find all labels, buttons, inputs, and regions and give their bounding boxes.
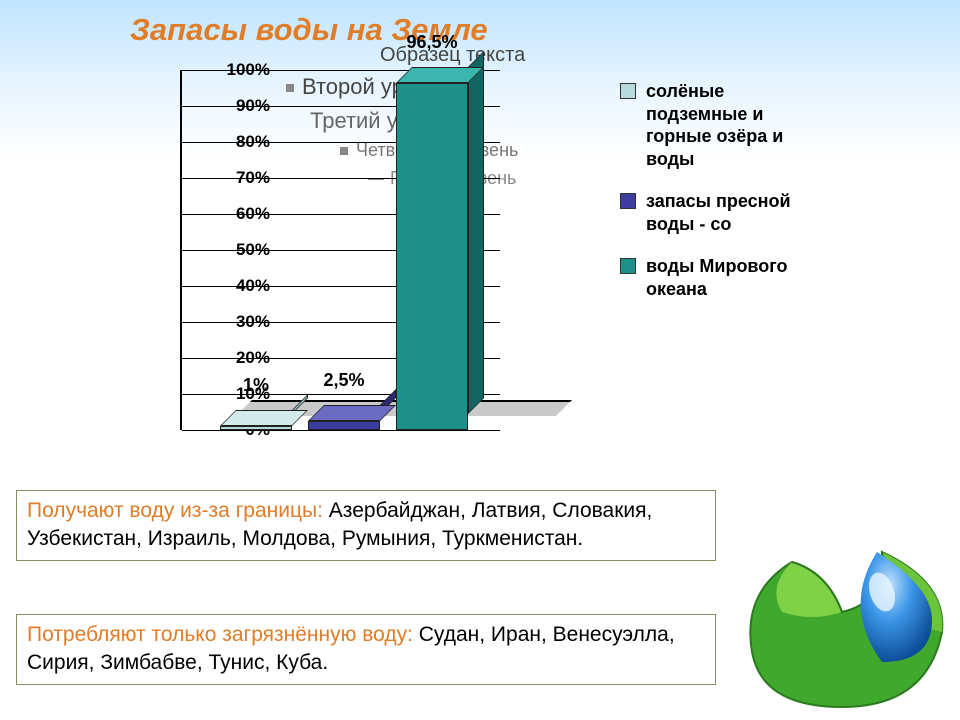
legend-swatch	[620, 83, 636, 99]
chart-bar: 2,5%	[308, 421, 380, 430]
legend-swatch	[620, 258, 636, 274]
chart-bar: 1%	[220, 426, 292, 430]
leaf-water-drop-icon	[732, 512, 952, 712]
legend-label: воды Мирового океана	[646, 255, 800, 300]
chart-ytick: 100%	[227, 60, 270, 80]
legend-item: запасы пресной воды - со	[620, 190, 800, 235]
chart-ytick: 60%	[236, 204, 270, 224]
chart-ytick: 20%	[236, 348, 270, 368]
chart-bar-label: 2,5%	[323, 370, 364, 391]
legend-item: солёные подземные и горные озёра и воды	[620, 80, 800, 170]
legend-label: запасы пресной воды - со	[646, 190, 800, 235]
chart-gridline	[182, 430, 500, 431]
chart-ytick: 80%	[236, 132, 270, 152]
chart-bar: 96,5%	[396, 83, 468, 430]
polluted-water-label: Потребляют только загрязнённую воду:	[27, 623, 419, 646]
chart-legend: солёные подземные и горные озёра и воды з…	[620, 80, 800, 320]
polluted-water-box: Потребляют только загрязнённую воду: Суд…	[16, 614, 716, 685]
chart-ytick: 30%	[236, 312, 270, 332]
legend-item: воды Мирового океана	[620, 255, 800, 300]
chart-ytick: 40%	[236, 276, 270, 296]
water-reserves-chart: 0%10%20%30%40%50%60%70%80%90%100%1%2,5%9…	[110, 60, 600, 460]
legend-label: солёные подземные и горные озёра и воды	[646, 80, 800, 170]
water-import-label: Получают воду из-за границы:	[27, 499, 329, 522]
chart-ytick: 70%	[236, 168, 270, 188]
chart-ytick: 90%	[236, 96, 270, 116]
legend-swatch	[620, 193, 636, 209]
chart-bar-label: 1%	[243, 375, 269, 396]
chart-bar-label: 96,5%	[406, 32, 457, 53]
water-import-box: Получают воду из-за границы: Азербайджан…	[16, 490, 716, 561]
chart-ytick: 50%	[236, 240, 270, 260]
